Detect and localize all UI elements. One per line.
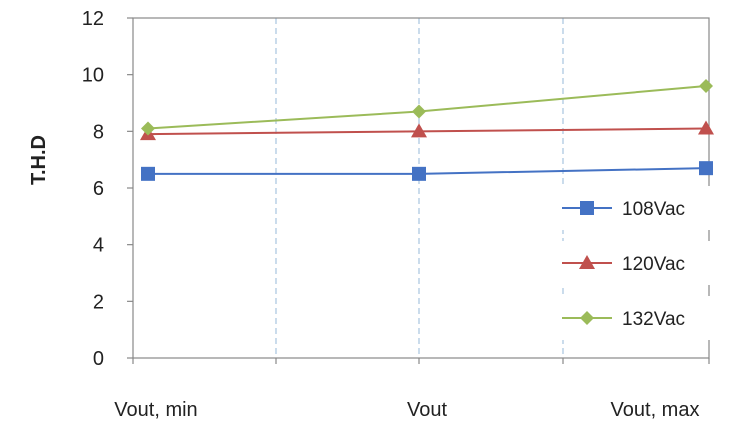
data-point [141,166,155,181]
y-tick-label: 10 [82,65,104,87]
data-point [698,120,714,135]
legend-label: 108Vac [622,199,685,220]
legend-item: 120Vac [553,241,713,285]
data-point [411,123,427,138]
y-tick-label: 4 [93,235,104,257]
x-tick-label: Vout [407,399,447,421]
series-line [147,127,707,136]
data-point [412,104,426,119]
data-point [699,79,713,93]
y-tick-label: 8 [93,121,104,143]
y-tick-label: 0 [93,348,104,370]
series [140,79,714,181]
x-tick-label: Vout, min [114,399,197,421]
legend-marker [580,311,594,325]
legend-marker [580,201,594,215]
legend-item: 108Vac [553,186,713,230]
data-point [412,166,426,181]
legend-item: 132Vac [553,296,713,340]
y-axis-label: T.H.D [28,135,50,185]
y-tick-label: 12 [82,8,104,30]
series-line [148,167,707,175]
data-point [141,121,155,136]
x-tick-label: Vout, max [611,399,700,421]
y-tick-label: 6 [93,178,104,200]
grid [275,18,564,358]
series-132Vac [141,79,713,136]
data-point [699,161,713,176]
legend-marker [579,255,595,269]
legend-label: 120Vac [622,254,685,275]
series-108Vac [141,161,713,181]
series-line [147,85,707,130]
legend: 108Vac 120Vac 132Vac [553,186,713,340]
y-tick-label: 2 [93,291,104,313]
axes: 0 2 4 6 8 10 12 Vout, min Vout Vout, max [82,8,710,421]
legend-label: 132Vac [622,309,685,330]
